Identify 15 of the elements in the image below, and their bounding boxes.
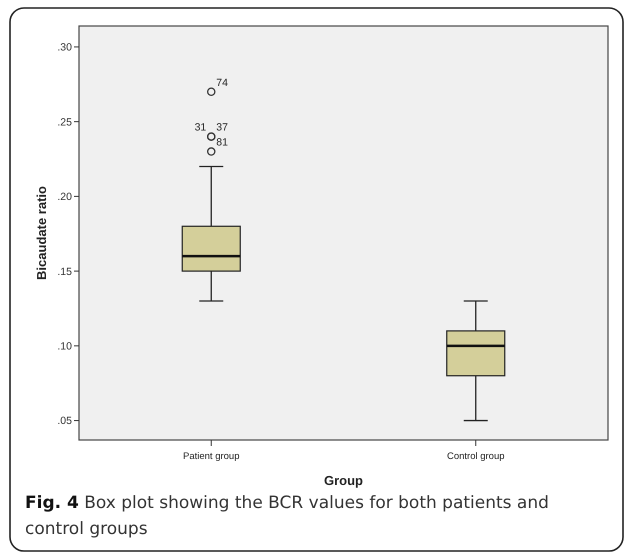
annotation: 37 [216,122,228,134]
x-tick-label: Control group [446,451,505,462]
annotation: 31 [194,122,206,134]
x-axis-title: Group [324,473,364,488]
annotation: 74 [216,76,228,89]
y-tick-label: .30 [57,42,72,54]
y-axis-title: Bicaudate ratio [34,186,49,280]
y-tick-label: .05 [57,415,72,428]
annotation: 81 [216,136,228,149]
y-tick-label: .25 [57,116,72,128]
y-tick-label: .15 [57,266,72,278]
y-tick-label: .20 [57,191,72,204]
y-tick-label: .10 [57,340,72,353]
text: Fig. 4 Box plot showing the BCR values for both patients and control groups [25,493,549,539]
x-tick-label: Patient group [182,451,240,462]
